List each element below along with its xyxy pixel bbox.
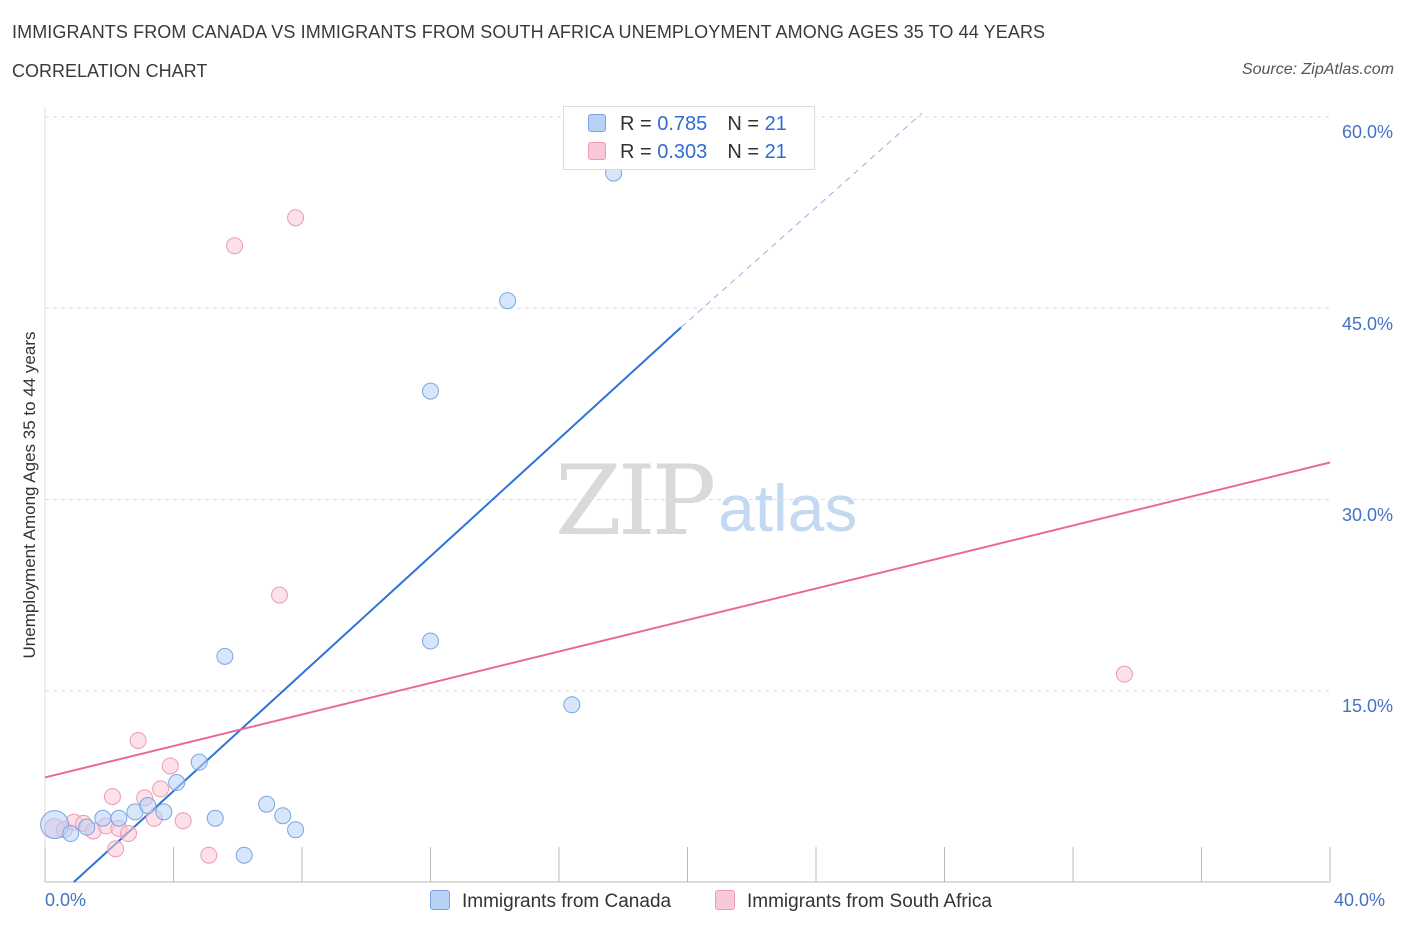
bottom-canada-swatch xyxy=(430,890,450,910)
canada-point xyxy=(216,647,234,665)
canada-point xyxy=(563,696,581,714)
canada-r-value: 0.785 xyxy=(657,113,708,135)
canada-point xyxy=(155,803,173,821)
south-africa-trend-line xyxy=(44,461,1331,779)
canada-point xyxy=(499,292,517,310)
canada-n-value: 21 xyxy=(764,113,787,135)
grid-lines xyxy=(45,116,1330,692)
x-tick-label-max: 40.0% xyxy=(1334,890,1386,910)
y-tick-label-60: 60.0% xyxy=(1341,122,1393,142)
canada-point xyxy=(258,795,276,813)
canada-point xyxy=(78,818,96,836)
canada-trend-extension xyxy=(680,112,923,328)
bottom-legend-canada: Immigrants from Canada xyxy=(430,890,671,913)
canada-n-label: N = xyxy=(727,113,765,135)
source-label: Source: ZipAtlas.com xyxy=(1241,61,1394,78)
canada-r-label: R = xyxy=(620,113,658,135)
canada-point xyxy=(94,809,112,827)
canada-point xyxy=(110,809,128,827)
bottom-canada-label: Immigrants from Canada xyxy=(462,891,672,912)
trend-lines xyxy=(44,112,1331,883)
y-axis-label: Unemployment Among Ages 35 to 44 years xyxy=(20,331,39,659)
south-africa-point xyxy=(129,731,147,749)
south-africa-point xyxy=(200,846,218,864)
y-tick-label-45: 45.0% xyxy=(1341,314,1393,334)
canada-point xyxy=(274,807,292,825)
south-africa-point xyxy=(174,812,192,830)
south-africa-point xyxy=(287,209,305,227)
y-tick-label-30: 30.0% xyxy=(1341,505,1393,525)
south-africa-point xyxy=(161,757,179,775)
sa-n-label: N = xyxy=(727,141,765,163)
canada-trend-line xyxy=(73,326,682,883)
south-africa-point xyxy=(152,780,170,798)
bottom-legend-south-africa: Immigrants from South Africa xyxy=(715,890,992,913)
canada-point xyxy=(139,797,157,814)
sa-n-value: 21 xyxy=(764,141,787,163)
chart-subtitle: CORRELATION CHART xyxy=(12,61,208,81)
canada-point xyxy=(168,774,186,792)
data-points xyxy=(40,164,1133,864)
south-africa-point xyxy=(103,788,121,806)
south-africa-point xyxy=(120,825,138,843)
bottom-sa-swatch xyxy=(715,890,735,910)
south-africa-point xyxy=(226,237,244,255)
watermark-zip: ZIP xyxy=(555,445,716,557)
south-africa-point xyxy=(107,840,125,858)
correlation-legend: R = 0.785 N = 21 R = 0.303 N = 21 xyxy=(563,106,815,170)
canada-point xyxy=(206,809,224,827)
canada-point xyxy=(190,753,208,771)
legend-row-canada: R = 0.785 N = 21 xyxy=(588,113,787,136)
axes xyxy=(44,107,1331,883)
canada-point xyxy=(62,825,80,843)
legend-row-south-africa: R = 0.303 N = 21 xyxy=(588,141,787,164)
canada-point xyxy=(422,632,439,650)
sa-r-value: 0.303 xyxy=(657,141,708,163)
chart-title: IMMIGRANTS FROM CANADA VS IMMIGRANTS FRO… xyxy=(12,22,1046,42)
watermark-atlas: atlas xyxy=(718,471,858,545)
canada-point xyxy=(287,821,305,839)
canada-point xyxy=(235,846,253,864)
sa-r-label: R = xyxy=(620,141,658,163)
south-africa-swatch xyxy=(588,142,606,160)
south-africa-point xyxy=(271,586,289,604)
south-africa-point xyxy=(1115,665,1133,683)
bottom-sa-label: Immigrants from South Africa xyxy=(747,891,992,912)
canada-point xyxy=(422,382,439,400)
x-tick-label-min: 0.0% xyxy=(45,890,87,910)
canada-swatch xyxy=(588,114,606,132)
canada-point xyxy=(40,810,70,840)
y-tick-label-15: 15.0% xyxy=(1341,696,1393,716)
